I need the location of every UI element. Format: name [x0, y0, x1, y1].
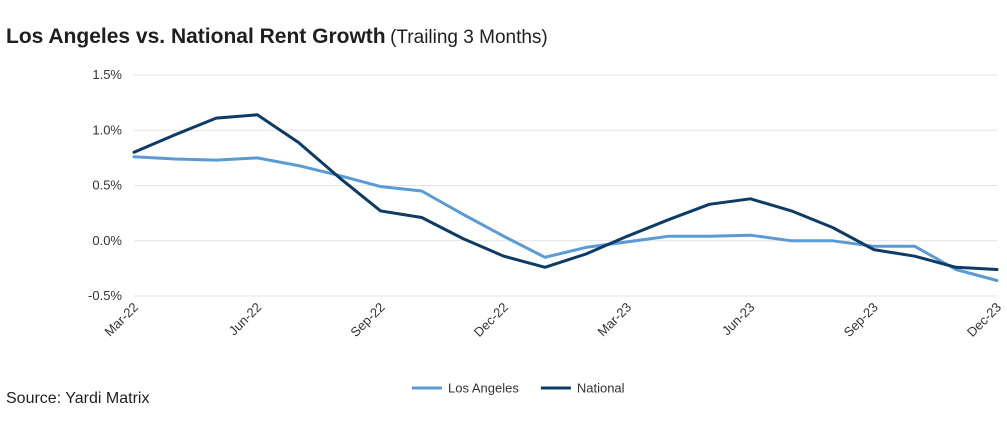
x-tick-label: Dec-22 [471, 300, 511, 340]
chart-subtitle: (Trailing 3 Months) [390, 27, 548, 48]
x-tick-label: Dec-23 [964, 300, 1004, 340]
y-tick-label: 1.0% [92, 122, 122, 137]
grid-lines [134, 74, 997, 297]
series-lines [132, 113, 999, 282]
x-tick-label: Mar-23 [595, 300, 635, 340]
x-tick-label: Jun-22 [226, 300, 265, 339]
legend: Los Angeles National [412, 381, 625, 396]
series-line-national [132, 113, 999, 271]
chart-title-main: Los Angeles vs. National Rent Growth [6, 25, 386, 48]
chart-title: Los Angeles vs. National Rent Growth (Tr… [6, 26, 548, 47]
y-tick-label: -0.5% [88, 288, 122, 303]
y-axis-ticks: 1.5% 1.0% 0.5% 0.0% -0.5% [88, 67, 122, 303]
source-note: Source: Yardi Matrix [6, 390, 150, 407]
y-tick-label: 1.5% [92, 67, 122, 82]
x-axis-ticks: Mar-22 Jun-22 Sep-22 Dec-22 Mar-23 Jun-23 Sep-… [101, 300, 1004, 340]
x-tick-label: Sep-23 [841, 300, 881, 340]
legend-label-los-angeles: Los Angeles [448, 381, 519, 396]
y-tick-label: 0.0% [92, 233, 122, 248]
y-tick-label: 0.5% [92, 178, 122, 193]
x-tick-label: Mar-22 [101, 300, 141, 340]
x-tick-label: Jun-23 [719, 300, 758, 339]
series-line-los-angeles [132, 155, 999, 282]
legend-label-national: National [577, 381, 625, 396]
x-tick-label: Sep-22 [347, 300, 387, 340]
